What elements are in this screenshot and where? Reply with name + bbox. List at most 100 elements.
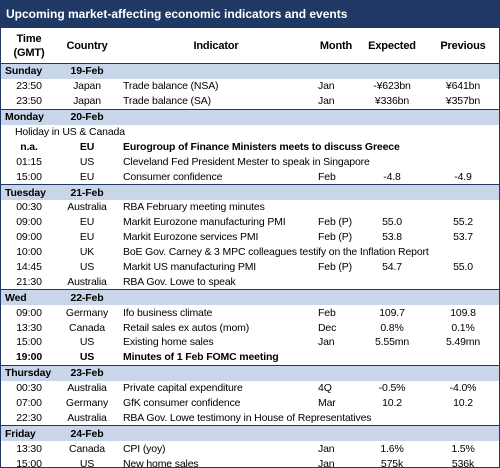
country-cell: US xyxy=(79,336,95,349)
country-cell: Australia xyxy=(67,275,107,288)
column-header: Time (GMT) xyxy=(1,28,57,64)
country-cell: Japan xyxy=(73,95,101,108)
country-cell: US xyxy=(79,457,95,468)
indicator-cell: CPI (yoy) xyxy=(123,442,166,455)
column-header: Month xyxy=(315,28,357,64)
expected-cell: 109.7 xyxy=(379,306,405,319)
empty-cell xyxy=(117,289,315,306)
column-header: Previous xyxy=(427,28,499,64)
previous-cell: 536k xyxy=(451,457,475,468)
time-cell: 09:00 xyxy=(16,306,42,319)
empty-cell xyxy=(117,364,315,381)
calendar-table: Time (GMT) Country Indicator Month Expected P… xyxy=(1,28,499,468)
day-date: 21-Feb xyxy=(57,184,117,201)
time-cell: 14:45 xyxy=(16,261,42,274)
previous-cell: -4.9 xyxy=(454,170,472,183)
indicator-cell: Ifo business climate xyxy=(123,306,213,319)
month-cell: Feb xyxy=(318,170,336,183)
empty-cell xyxy=(117,184,315,201)
previous-cell: 55.2 xyxy=(453,216,473,229)
empty-cell xyxy=(427,62,499,79)
expected-cell: -4.8 xyxy=(383,170,401,183)
empty-cell xyxy=(315,364,357,381)
indicator-cell: GfK consumer confidence xyxy=(123,397,241,410)
event-row: 10:00 UK BoE Gov. Carney & 3 MPC colleague… xyxy=(1,245,499,260)
day-name: Sunday xyxy=(1,62,57,79)
country-cell: Australia xyxy=(67,201,107,214)
empty-cell xyxy=(315,184,357,201)
expected-cell xyxy=(357,350,427,365)
empty-cell xyxy=(427,184,499,201)
expected-cell: 0.8% xyxy=(380,321,404,334)
column-header: Country xyxy=(57,28,117,64)
indicator-cell: Markit Eurozone manufacturing PMI xyxy=(123,216,286,229)
country-cell: Canada xyxy=(69,321,105,334)
previous-cell xyxy=(427,350,499,365)
event-row: 09:00 EU Markit Eurozone services PMI Feb (… xyxy=(1,230,499,245)
expected-cell: 5.55mn xyxy=(374,336,410,349)
event-row: 14:45 US Markit US manufacturing PMI Feb (P… xyxy=(1,260,499,275)
event-row: 23:50 Japan Trade balance (SA) Jan ¥336bn ¥35… xyxy=(1,94,499,109)
title-bar: Upcoming market-affecting economic indic… xyxy=(1,1,499,28)
indicator-cell: RBA Gov. Lowe testimony in House of Repr… xyxy=(123,411,372,424)
indicator-cell: Trade balance (SA) xyxy=(123,95,211,108)
empty-cell xyxy=(427,108,499,125)
day-row: Wed 22-Feb xyxy=(1,289,499,306)
time-cell: 15:00 xyxy=(16,336,42,349)
month-cell: Dec xyxy=(318,321,337,334)
empty-cell xyxy=(117,425,315,442)
country-cell: UK xyxy=(79,246,95,259)
indicator-cell: RBA Gov. Lowe to speak xyxy=(123,275,236,288)
country-cell: Australia xyxy=(67,411,107,424)
country-cell: Germany xyxy=(65,306,109,319)
country-cell: Australia xyxy=(67,382,107,395)
previous-cell: 55.0 xyxy=(453,261,473,274)
time-cell: 15:00 xyxy=(16,457,42,468)
previous-cell xyxy=(427,154,499,169)
empty-cell xyxy=(427,425,499,442)
indicator-cell: Cleveland Fed President Mester to speak … xyxy=(123,155,370,168)
month-cell: Jan xyxy=(318,457,335,468)
event-row: 15:00 US New home sales Jan 575k 536k xyxy=(1,456,499,468)
header-row: Time (GMT) Country Indicator Month Expected P… xyxy=(1,28,499,64)
time-cell: 19:00 xyxy=(15,351,43,364)
month-cell: Feb xyxy=(318,306,336,319)
day-name: Tuesday xyxy=(1,184,57,201)
month-cell: Jan xyxy=(318,80,335,93)
country-cell: US xyxy=(79,155,95,168)
empty-cell xyxy=(315,108,357,125)
time-cell: 21:30 xyxy=(16,275,42,288)
event-row: 00:30 Australia Private capital expenditur… xyxy=(1,381,499,396)
empty-cell xyxy=(357,425,427,442)
time-cell: 00:30 xyxy=(16,382,42,395)
indicator-cell: Minutes of 1 Feb FOMC meeting xyxy=(123,351,279,364)
day-name: Thursday xyxy=(1,364,57,381)
time-cell: 10:00 xyxy=(16,246,42,259)
expected-cell: 575k xyxy=(380,457,404,468)
country-cell: Japan xyxy=(73,80,101,93)
country-cell: Germany xyxy=(65,397,109,410)
month-cell: Jan xyxy=(318,95,335,108)
event-row: 15:00 EU Consumer confidence Feb -4.8 -4.9 xyxy=(1,169,499,184)
month-cell xyxy=(315,200,357,215)
day-row: Monday 20-Feb xyxy=(1,108,499,125)
time-cell: 23:50 xyxy=(16,95,42,108)
time-cell: 00:30 xyxy=(16,201,42,214)
day-date: 20-Feb xyxy=(57,108,117,125)
empty-cell xyxy=(357,364,427,381)
day-row: Sunday 19-Feb xyxy=(1,62,499,79)
indicator-cell: RBA February meeting minutes xyxy=(123,201,265,214)
indicator-cell: Trade balance (NSA) xyxy=(123,80,219,93)
indicator-cell: Retail sales ex autos (mom) xyxy=(123,321,250,334)
day-date: 22-Feb xyxy=(57,289,117,306)
time-cell: 13:30 xyxy=(16,442,42,455)
event-row: 15:00 US Existing home sales Jan 5.55mn 5.49m… xyxy=(1,335,499,350)
previous-cell xyxy=(427,410,499,425)
empty-cell xyxy=(315,289,357,306)
empty-cell xyxy=(357,184,427,201)
expected-cell xyxy=(357,274,427,289)
empty-cell xyxy=(427,289,499,306)
previous-cell: 53.7 xyxy=(453,231,473,244)
day-row: Tuesday 21-Feb xyxy=(1,184,499,201)
empty-cell xyxy=(117,108,315,125)
